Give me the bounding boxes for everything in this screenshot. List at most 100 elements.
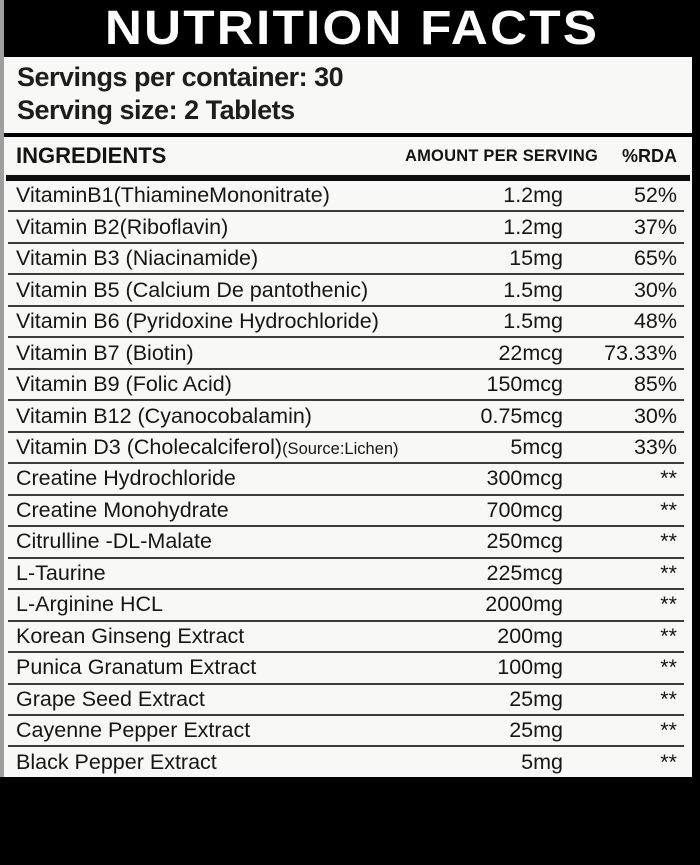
ingredient-amount: 1.5mg — [503, 309, 563, 334]
ingredient-name: Vitamin D3 (Cholecalciferol) — [16, 434, 283, 459]
ingredient-rda: ** — [660, 592, 677, 617]
table-row: Black Pepper Extract 5mg ** — [4, 747, 692, 776]
row-separator — [8, 651, 684, 654]
ingredient-rda: 73.33% — [604, 340, 677, 365]
row-separator — [8, 367, 684, 370]
ingredient-rda: ** — [660, 749, 677, 774]
row-separator — [8, 399, 684, 402]
ingredient-name: Vitamin B12 (Cyanocobalamin) — [16, 403, 312, 428]
table-row: Vitamin B5 (Calcium De pantothenic) 1.5m… — [4, 275, 692, 304]
ingredient-name-cell: Vitamin B12 (Cyanocobalamin) — [4, 404, 405, 429]
ingredient-amount: 1.2mg — [503, 214, 563, 239]
ingredient-name: VitaminB1(ThiamineMononitrate) — [16, 183, 330, 208]
column-header-rda: %RDA — [621, 145, 677, 166]
row-separator — [8, 210, 684, 213]
row-separator — [8, 745, 684, 748]
ingredient-rda: ** — [660, 686, 677, 711]
row-separator — [8, 556, 684, 559]
row-separator — [8, 682, 684, 685]
table-row: VitaminB1(ThiamineMononitrate) 1.2mg 52% — [4, 181, 692, 210]
ingredient-rda: 37% — [633, 214, 677, 239]
page-title: NUTRITION FACTS — [104, 2, 600, 55]
row-separator — [8, 304, 684, 307]
row-separator — [8, 588, 684, 591]
row-separator — [8, 241, 684, 244]
table-row: Punica Granatum Extract 100mg ** — [4, 653, 692, 682]
ingredients-rows: VitaminB1(ThiamineMononitrate) 1.2mg 52%… — [4, 181, 692, 777]
row-separator — [8, 430, 684, 433]
ingredient-rda: 48% — [633, 309, 677, 334]
table-row: L-Arginine HCL 2000mg ** — [4, 590, 692, 619]
table-header-row: INGREDIENTS AMOUNT PER SERVING %RDA — [4, 137, 692, 175]
table-row: Grape Seed Extract 25mg ** — [4, 685, 692, 714]
table-row: Vitamin B12 (Cyanocobalamin) 0.75mcg 30% — [4, 401, 692, 430]
ingredient-name-cell: Vitamin B5 (Calcium De pantothenic) — [4, 278, 405, 303]
table-row: L-Taurine 225mcg ** — [4, 559, 692, 588]
title-band: NUTRITION FACTS — [4, 0, 700, 57]
ingredient-name: Citrulline -DL-Malate — [16, 529, 212, 554]
ingredient-name-cell: Grape Seed Extract — [4, 687, 405, 712]
ingredient-rda: 30% — [633, 277, 677, 302]
ingredient-name: Korean Ginseng Extract — [16, 623, 245, 648]
ingredient-amount: 5mcg — [510, 434, 563, 459]
ingredient-name: L-Arginine HCL — [16, 592, 163, 617]
ingredient-name: Vitamin B2(Riboflavin) — [16, 214, 229, 239]
ingredient-rda: ** — [660, 560, 677, 585]
ingredient-name: L-Taurine — [16, 560, 106, 585]
ingredient-amount: 100mg — [497, 655, 563, 680]
ingredient-name-cell: Black Pepper Extract — [4, 750, 405, 775]
label-edge-strip — [0, 0, 4, 777]
ingredient-name-cell: Creatine Monohydrate — [4, 498, 405, 523]
ingredient-name-cell: Vitamin B9 (Folic Acid) — [4, 372, 405, 397]
table-row: Creatine Hydrochloride 300mcg ** — [4, 464, 692, 493]
serving-size: Serving size: 2 Tablets — [17, 95, 295, 125]
ingredient-amount: 225mcg — [486, 560, 564, 585]
ingredient-amount: 25mg — [509, 686, 563, 711]
column-header-amount: AMOUNT PER SERVING — [405, 146, 599, 165]
row-separator — [8, 525, 684, 528]
table-row: Citrulline -DL-Malate 250mcg ** — [4, 527, 692, 556]
table-row: Vitamin D3 (Cholecalciferol)(Source:Lich… — [4, 433, 692, 462]
row-separator — [8, 713, 684, 716]
ingredient-rda: 65% — [633, 246, 677, 271]
ingredient-name: Vitamin B5 (Calcium De pantothenic) — [16, 277, 369, 302]
ingredient-rda: ** — [660, 623, 677, 648]
ingredient-rda: 33% — [633, 434, 677, 459]
ingredient-name-cell: Vitamin B2(Riboflavin) — [4, 215, 405, 240]
ingredient-name: Vitamin B9 (Folic Acid) — [16, 372, 232, 397]
row-separator — [8, 493, 684, 496]
ingredient-name-cell: Korean Ginseng Extract — [4, 624, 405, 649]
ingredient-name: Vitamin B7 (Biotin) — [16, 340, 194, 365]
ingredient-name: Creatine Hydrochloride — [16, 466, 236, 491]
serving-info-panel: Servings per container: 30 Serving size:… — [4, 57, 692, 133]
ingredient-name-cell: L-Taurine — [4, 561, 405, 586]
row-separator — [8, 462, 684, 465]
ingredient-name-cell: Vitamin D3 (Cholecalciferol)(Source:Lich… — [4, 435, 405, 460]
ingredient-rda: ** — [660, 529, 677, 554]
table-row: Creatine Monohydrate 700mcg ** — [4, 496, 692, 525]
ingredient-amount: 200mg — [497, 623, 563, 648]
ingredient-name-cell: VitaminB1(ThiamineMononitrate) — [4, 183, 405, 208]
ingredient-rda: 85% — [633, 372, 677, 397]
ingredient-name: Creatine Monohydrate — [16, 497, 229, 522]
ingredient-name-cell: L-Arginine HCL — [4, 592, 405, 617]
ingredient-name-cell: Citrulline -DL-Malate — [4, 529, 405, 554]
ingredient-amount: 22mcg — [498, 340, 563, 365]
ingredient-name: Black Pepper Extract — [16, 749, 217, 774]
ingredient-amount: 1.5mg — [503, 277, 563, 302]
ingredient-amount: 0.75mcg — [480, 403, 563, 428]
ingredient-name: Vitamin B6 (Pyridoxine Hydrochloride) — [16, 309, 379, 334]
row-separator — [8, 619, 684, 622]
ingredient-rda: ** — [660, 655, 677, 680]
ingredient-note: (Source:Lichen) — [282, 439, 399, 458]
servings-per-container: Servings per container: 30 — [17, 62, 344, 92]
row-separator — [8, 273, 684, 276]
ingredient-amount: 5mg — [521, 749, 563, 774]
table-row: Vitamin B6 (Pyridoxine Hydrochloride) 1.… — [4, 307, 692, 336]
table-row: Vitamin B3 (Niacinamide) 15mg 65% — [4, 244, 692, 273]
ingredient-rda: 30% — [633, 403, 677, 428]
ingredient-name-cell: Vitamin B6 (Pyridoxine Hydrochloride) — [4, 309, 405, 334]
ingredient-rda: 52% — [633, 183, 677, 208]
table-row: Vitamin B7 (Biotin) 22mcg 73.33% — [4, 338, 692, 367]
header-divider-bar — [6, 175, 690, 181]
